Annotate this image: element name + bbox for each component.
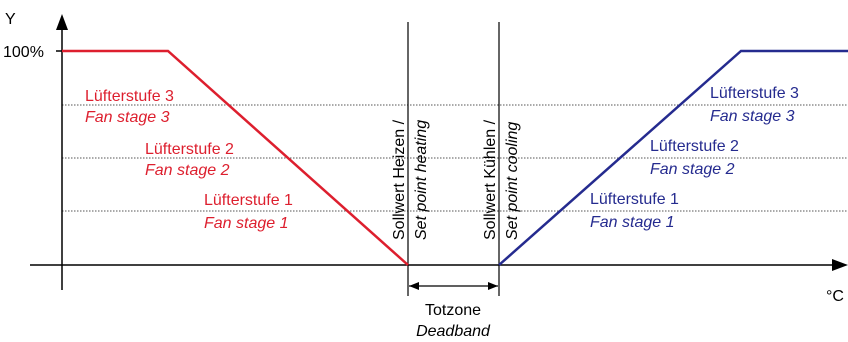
setpoint-cooling-label-en: Set point cooling [504, 122, 521, 240]
x-axis-unit-label: °C [826, 288, 844, 305]
x-axis-arrowhead [832, 259, 848, 271]
heating-stage-2-de: Lüfterstufe 2 [145, 141, 234, 158]
y-axis-arrowhead [56, 14, 68, 30]
cooling-curve [498, 49, 848, 266]
cooling-stage-1-en: Fan stage 1 [590, 214, 675, 231]
setpoint-heating-label-de: Sollwert Heizen / [391, 119, 408, 240]
setpoint-heating-label-en: Set point heating [413, 120, 430, 240]
cooling-stage-3-de: Lüfterstufe 3 [710, 85, 799, 102]
y-tick-100-label: 100% [3, 44, 44, 61]
heating-stage-labels: Lüfterstufe 3 Fan stage 3 Lüfterstufe 2 … [85, 88, 293, 232]
cooling-stage-1-de: Lüfterstufe 1 [590, 191, 679, 208]
heating-curve [62, 49, 409, 266]
heating-stage-1-en: Fan stage 1 [204, 215, 289, 232]
y-axis-label: Y [5, 11, 16, 28]
heating-stage-3-en: Fan stage 3 [85, 109, 170, 126]
heating-stage-2-en: Fan stage 2 [145, 162, 230, 179]
heating-stage-3-de: Lüfterstufe 3 [85, 88, 174, 105]
heating-stage-1-de: Lüfterstufe 1 [204, 192, 293, 209]
setpoint-cooling-label-de: Sollwert Kühlen / [482, 119, 499, 240]
cooling-stage-2-de: Lüfterstufe 2 [650, 138, 739, 155]
cooling-stage-labels: Lüfterstufe 3 Fan stage 3 Lüfterstufe 2 … [590, 85, 799, 231]
deadband-label-de: Totzone [425, 302, 481, 319]
cooling-stage-2-en: Fan stage 2 [650, 161, 735, 178]
deadband-label-en: Deadband [416, 323, 491, 340]
cooling-stage-3-en: Fan stage 3 [710, 108, 795, 125]
